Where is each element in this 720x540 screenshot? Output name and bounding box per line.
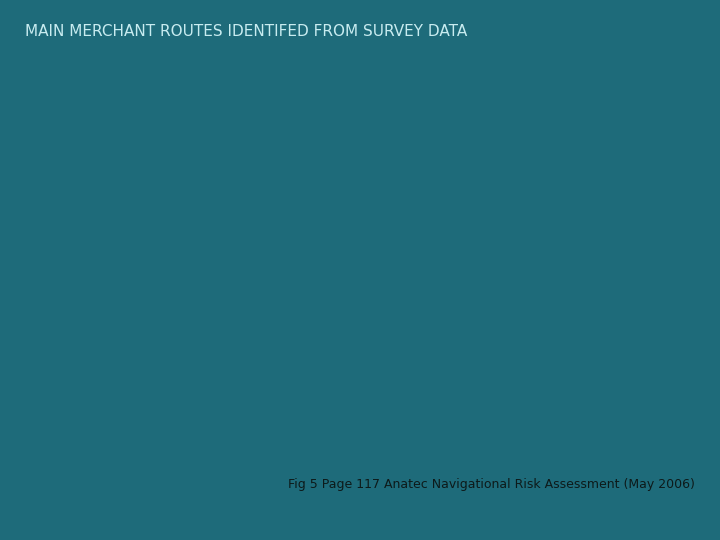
Text: Fig 5 Page 117 Anatec Navigational Risk Assessment (May 2006): Fig 5 Page 117 Anatec Navigational Risk … — [288, 478, 695, 491]
Text: MAIN MERCHANT ROUTES IDENTIFED FROM SURVEY DATA: MAIN MERCHANT ROUTES IDENTIFED FROM SURV… — [25, 24, 467, 39]
